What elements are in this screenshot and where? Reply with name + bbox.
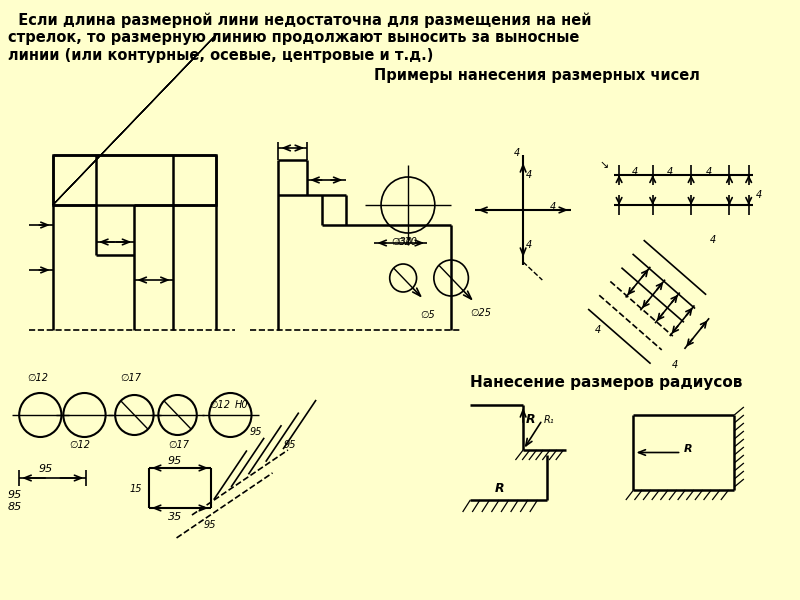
Text: 95: 95 bbox=[250, 427, 262, 437]
Text: 4: 4 bbox=[710, 235, 717, 245]
Text: ∅20: ∅20 bbox=[397, 237, 418, 247]
Text: ∅30: ∅30 bbox=[392, 237, 413, 247]
Text: R: R bbox=[494, 482, 504, 495]
Text: R₁: R₁ bbox=[544, 415, 555, 425]
Text: Нанесение размеров радиусов: Нанесение размеров радиусов bbox=[470, 375, 742, 390]
Text: Примеры нанесения размерных чисел: Примеры нанесения размерных чисел bbox=[374, 68, 700, 83]
Text: ∅25: ∅25 bbox=[470, 308, 491, 318]
Text: ∅17: ∅17 bbox=[120, 373, 141, 383]
Text: ∅17: ∅17 bbox=[168, 440, 189, 450]
Text: ∅5: ∅5 bbox=[421, 310, 435, 320]
Text: Если длина размерной лини недостаточна для размещения на ней: Если длина размерной лини недостаточна д… bbox=[8, 12, 591, 28]
Text: 4: 4 bbox=[755, 190, 762, 200]
Text: 4: 4 bbox=[706, 167, 712, 177]
Text: 15: 15 bbox=[130, 484, 142, 494]
Text: ∅12: ∅12 bbox=[69, 440, 90, 450]
Text: Н0: Н0 bbox=[235, 400, 249, 410]
Text: 95: 95 bbox=[283, 440, 296, 450]
Bar bbox=[53, 155, 216, 205]
Text: 4: 4 bbox=[550, 202, 556, 212]
Text: 95: 95 bbox=[8, 490, 22, 500]
Text: 95: 95 bbox=[203, 520, 216, 530]
Text: R: R bbox=[526, 413, 536, 426]
Text: 4: 4 bbox=[514, 148, 520, 158]
Text: 95: 95 bbox=[168, 456, 182, 466]
Text: 4: 4 bbox=[526, 170, 532, 180]
Text: 85: 85 bbox=[8, 502, 22, 512]
Text: 35: 35 bbox=[168, 512, 182, 522]
Text: стрелок, то размерную линию продолжают выносить за выносные: стрелок, то размерную линию продолжают в… bbox=[8, 30, 579, 45]
Text: 4: 4 bbox=[631, 167, 638, 177]
Text: 4: 4 bbox=[667, 167, 674, 177]
Text: ∅12: ∅12 bbox=[27, 373, 48, 383]
Text: ∅12: ∅12 bbox=[210, 400, 230, 410]
Text: R: R bbox=[683, 445, 692, 455]
Text: 95: 95 bbox=[38, 464, 53, 474]
Text: ↘: ↘ bbox=[600, 160, 610, 170]
Text: 4: 4 bbox=[526, 240, 532, 250]
Text: 4: 4 bbox=[672, 360, 678, 370]
Text: 4: 4 bbox=[595, 325, 602, 335]
Text: линии (или контурные, осевые, центровые и т.д.): линии (или контурные, осевые, центровые … bbox=[8, 48, 433, 63]
